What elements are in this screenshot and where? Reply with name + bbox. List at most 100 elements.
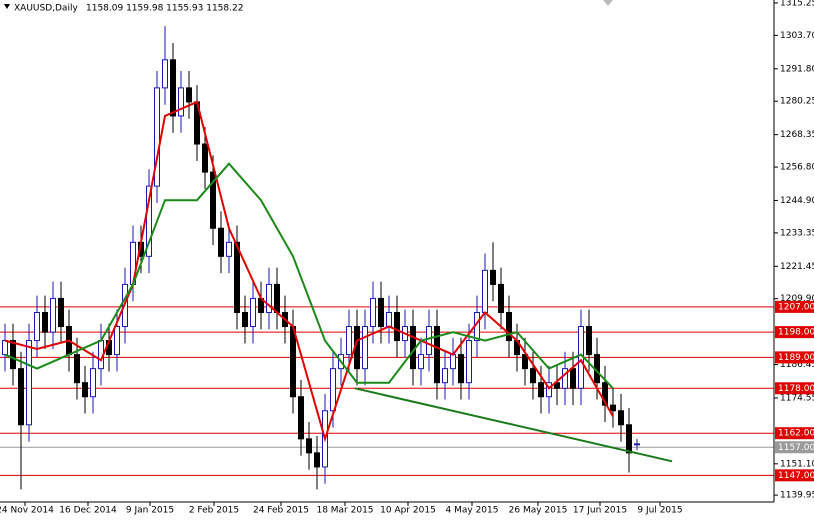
- candle-body: [162, 59, 168, 89]
- level-label: 1198.00: [778, 328, 814, 338]
- y-tick-label: 1315.25: [780, 0, 814, 8]
- candle-body: [178, 87, 184, 117]
- candle-body: [146, 185, 152, 257]
- level-label-box: [775, 351, 814, 364]
- candle-body: [586, 326, 592, 356]
- level-label-box: [775, 382, 814, 395]
- chart-title: XAUUSD,Daily: [14, 4, 78, 14]
- candle-body: [562, 368, 568, 389]
- level-label-box: [775, 326, 814, 339]
- candle-body: [82, 382, 88, 398]
- indicator-line: [354, 387, 673, 463]
- candle-body: [306, 438, 312, 454]
- candle-body: [2, 340, 8, 356]
- y-tick-label: 1291.80: [780, 64, 814, 74]
- level-label-box: [775, 427, 814, 440]
- candle-body: [418, 354, 424, 370]
- candle-body: [634, 443, 640, 446]
- candle-body: [250, 297, 256, 328]
- candle-body: [466, 340, 472, 384]
- x-tick-label: 16 Dec 2014: [59, 506, 117, 516]
- x-tick-label: 9 Jul 2015: [637, 506, 682, 516]
- y-tick-label: 1256.80: [780, 163, 814, 173]
- chart-icon: [4, 4, 10, 9]
- candle-body: [34, 311, 40, 342]
- candle-body: [290, 326, 296, 398]
- x-tick-label: 4 May 2015: [446, 506, 499, 516]
- candle-body: [298, 396, 304, 440]
- y-tick-label: 1174.55: [780, 393, 814, 403]
- candle-body: [330, 368, 336, 412]
- x-tick-label: 17 Jun 2015: [573, 506, 627, 516]
- candle-body: [506, 311, 512, 342]
- x-tick-label: 9 Jan 2015: [126, 506, 174, 516]
- candle-body: [226, 241, 232, 257]
- x-tick-label: 2 Feb 2015: [189, 506, 239, 516]
- candle-body: [202, 143, 208, 173]
- candle-body: [170, 59, 176, 117]
- candle-body: [490, 269, 496, 285]
- candle-body: [602, 382, 608, 406]
- candle-body: [242, 311, 248, 328]
- x-tick-label: 18 Mar 2015: [316, 506, 373, 516]
- level-label-box: [775, 441, 814, 454]
- y-tick-label: 1139.95: [780, 491, 814, 501]
- shift-marker: [603, 0, 613, 6]
- candle-body: [58, 297, 64, 328]
- x-tick-label: 26 May 2015: [509, 506, 568, 516]
- candle-body: [450, 354, 456, 370]
- y-tick-label: 1233.35: [780, 228, 814, 238]
- candle-body: [570, 368, 576, 389]
- candle-body: [74, 354, 80, 384]
- y-tick-label: 1221.45: [780, 262, 814, 272]
- candle-body: [114, 326, 120, 356]
- candle-body: [26, 340, 32, 426]
- candle-body: [426, 326, 432, 356]
- candle-body: [314, 452, 320, 468]
- candle-body: [370, 297, 376, 328]
- y-tick-label: 1151.10: [780, 459, 814, 469]
- level-label: 1162.00: [778, 429, 814, 439]
- y-tick-label: 1244.90: [780, 196, 814, 206]
- y-tick-label: 1186.45: [780, 360, 814, 370]
- level-label: 1189.00: [778, 353, 814, 363]
- level-label: 1207.00: [778, 302, 814, 312]
- candle-body: [50, 297, 56, 333]
- candle-body: [498, 283, 504, 313]
- candle-body: [186, 87, 192, 103]
- level-label: 1147.00: [778, 471, 814, 481]
- candle-body: [618, 410, 624, 426]
- candle-body: [626, 424, 632, 454]
- indicator-line: [4, 100, 614, 443]
- plot-area: [0, 26, 774, 490]
- indicator-line: [4, 162, 614, 389]
- level-label-box: [775, 469, 814, 482]
- candle-body: [154, 87, 160, 187]
- candle-body: [546, 382, 552, 398]
- x-tick-label: 24 Nov 2014: [0, 506, 54, 516]
- candle-body: [210, 171, 216, 229]
- y-tick-label: 1280.25: [780, 97, 814, 107]
- candle-body: [434, 326, 440, 384]
- candle-body: [458, 354, 464, 384]
- level-label: 1157.00: [778, 443, 814, 453]
- y-tick-label: 1268.35: [780, 130, 814, 140]
- level-label-box: [775, 300, 814, 313]
- candle-body: [42, 311, 48, 333]
- candle-body: [274, 283, 280, 313]
- candle-body: [554, 382, 560, 389]
- candle-body: [538, 382, 544, 398]
- candle-body: [346, 326, 352, 356]
- candle-body: [266, 283, 272, 313]
- candle-body: [362, 326, 368, 370]
- candle-body: [10, 340, 16, 370]
- y-tick-label: 1209.90: [780, 294, 814, 304]
- y-tick-label: 1303.70: [780, 31, 814, 41]
- candle-body: [378, 297, 384, 328]
- candle-body: [522, 354, 528, 370]
- candle-body: [218, 227, 224, 257]
- candle-body: [234, 241, 240, 313]
